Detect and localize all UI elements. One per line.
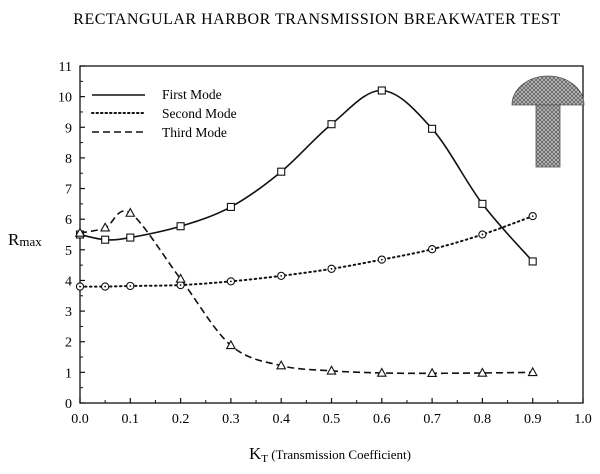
breakwater-trunk <box>535 104 561 168</box>
x-axis: 0.0 0.1 0.2 0.3 0.4 0.5 0.6 0.7 0.8 0.9 1.0 <box>71 398 592 427</box>
data-point-first-mode <box>428 124 437 133</box>
data-point-third-mode <box>125 207 136 217</box>
y-tick-label: 7 <box>65 183 72 198</box>
data-point-second-mode <box>101 282 110 291</box>
data-point-second-mode <box>75 282 85 291</box>
legend-label-third-mode: Third Mode <box>162 125 227 140</box>
data-point-third-mode <box>225 339 237 350</box>
x-tick-label: 0.4 <box>272 412 290 427</box>
x-tick-label: 0.3 <box>222 412 240 427</box>
marker-dot <box>280 274 283 277</box>
legend: First Mode Second Mode Third Mode <box>91 87 237 140</box>
y-tick-label: 0 <box>65 397 72 412</box>
marker-dot <box>431 248 433 251</box>
y-axis-label-main: R <box>8 230 20 249</box>
x-tick-label: 0.2 <box>172 412 190 427</box>
marker-dot <box>79 285 81 288</box>
y-tick-label: 9 <box>65 121 72 136</box>
series-layer <box>74 86 538 378</box>
y-tick-label: 10 <box>58 91 72 106</box>
marker-dot <box>129 285 132 287</box>
series-line-third-mode <box>79 210 533 375</box>
x-tick-label: 0.6 <box>373 412 391 427</box>
data-point-first-mode <box>528 257 537 266</box>
marker-dot <box>481 233 484 236</box>
data-point-third-mode <box>175 273 186 283</box>
data-point-third-mode <box>376 367 387 377</box>
breakwater-inset-icon <box>511 75 585 168</box>
x-tick-label: 0.8 <box>474 412 492 427</box>
y-tick-label: 8 <box>65 152 72 167</box>
data-point-first-mode <box>176 222 185 231</box>
x-tick-label: 0.5 <box>323 412 341 427</box>
y-tick-label: 1 <box>65 366 72 381</box>
marker-dot <box>330 267 333 270</box>
x-tick-label: 0.1 <box>122 412 140 427</box>
data-point-first-mode <box>327 120 336 129</box>
marker-dot <box>179 284 182 286</box>
data-point-third-mode <box>100 222 111 232</box>
data-point-second-mode <box>327 264 336 273</box>
marker-dot <box>230 280 232 283</box>
y-tick-label: 11 <box>59 60 72 75</box>
data-point-first-mode <box>101 235 110 244</box>
data-point-second-mode <box>377 255 386 264</box>
x-tick-label: 0.0 <box>71 412 89 427</box>
data-point-second-mode <box>226 277 236 286</box>
data-point-second-mode <box>478 230 487 239</box>
data-point-second-mode <box>126 281 135 291</box>
legend-label-first-mode: First Mode <box>162 87 222 102</box>
data-point-first-mode <box>377 86 386 95</box>
data-point-third-mode <box>527 366 538 377</box>
data-point-second-mode <box>277 271 286 281</box>
data-point-third-mode <box>326 365 337 375</box>
series-line-first-mode <box>79 89 534 262</box>
chart-title: RECTANGULAR HARBOR TRANSMISSION BREAKWAT… <box>73 11 560 28</box>
legend-label-second-mode: Second Mode <box>162 106 237 121</box>
breakwater-head <box>511 75 585 106</box>
data-point-first-mode <box>277 167 286 176</box>
data-point-third-mode <box>477 367 488 377</box>
x-tick-label: 1.0 <box>574 412 592 427</box>
data-point-first-mode <box>478 199 487 208</box>
y-tick-label: 4 <box>65 274 72 289</box>
y-axis: 0 1 2 3 4 5 6 7 8 9 10 11 <box>58 60 85 412</box>
marker-dot <box>380 258 383 261</box>
y-axis-label: Rmax <box>8 230 42 249</box>
data-point-first-mode <box>126 233 135 242</box>
x-axis-label-rest: (Transmission Coefficient) <box>268 447 411 462</box>
x-axis-label-sub: T <box>261 453 268 465</box>
data-point-third-mode <box>276 359 287 370</box>
data-point-first-mode <box>226 202 235 211</box>
marker-dot <box>531 215 534 218</box>
y-tick-label: 2 <box>65 336 72 351</box>
x-tick-label: 0.7 <box>423 412 441 427</box>
data-point-second-mode <box>528 211 537 221</box>
x-axis-label: KT (Transmission Coefficient) <box>249 444 411 465</box>
y-axis-label-sub: max <box>19 234 42 249</box>
y-tick-label: 6 <box>65 213 72 228</box>
y-tick-label: 3 <box>65 305 72 320</box>
marker-dot <box>104 285 107 288</box>
series-line-second-mode <box>79 215 534 288</box>
data-point-third-mode <box>426 367 438 378</box>
data-point-second-mode <box>427 245 437 254</box>
y-tick-label: 5 <box>65 244 72 259</box>
data-point-third-mode <box>74 227 86 237</box>
x-tick-label: 0.9 <box>524 412 542 427</box>
x-axis-label-main: K <box>249 444 262 463</box>
